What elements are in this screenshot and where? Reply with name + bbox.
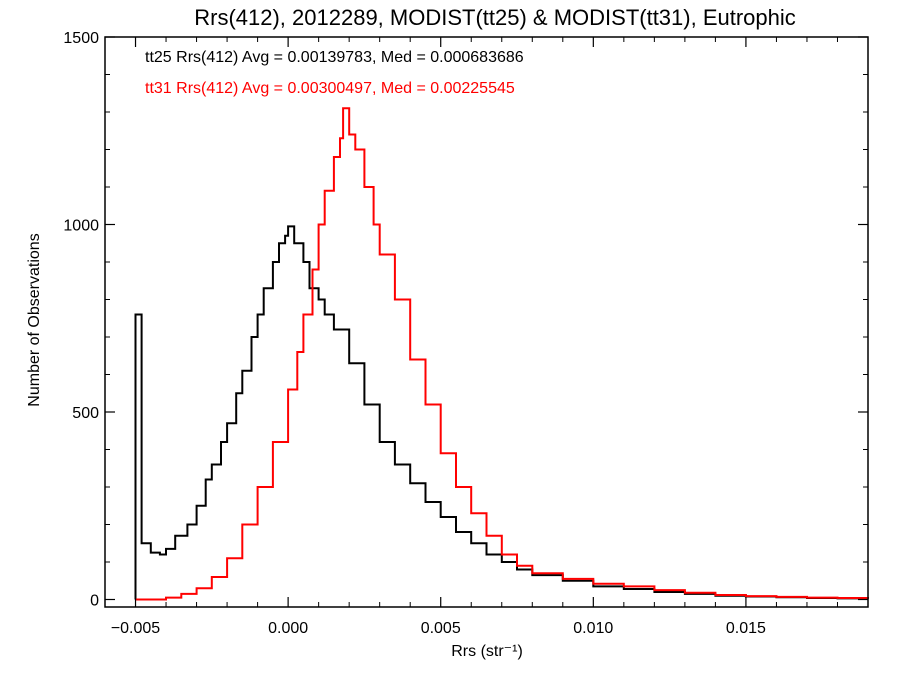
x-tick-label: 0.000: [268, 620, 308, 637]
annotation-tt31: tt31 Rrs(412) Avg = 0.00300497, Med = 0.…: [145, 80, 515, 97]
y-axis: 0 500 1000 1500: [63, 30, 868, 610]
x-tick-label: 0.015: [726, 620, 766, 637]
series-line-2: [135, 107, 869, 601]
x-tick-label: 0.010: [573, 620, 613, 637]
chart-title: Rrs(412), 2012289, MODIST(tt25) & MODIST…: [194, 5, 796, 30]
plot-frame: [104, 36, 869, 608]
y-tick-label: 500: [72, 405, 99, 422]
series-layer: [134, 107, 869, 601]
y-tick-label: 1500: [63, 30, 99, 47]
y-axis-label: Number of Observations: [26, 233, 43, 406]
y-tick-label: 0: [90, 593, 99, 610]
x-tick-label: −0.005: [111, 620, 160, 637]
y-tick-label: 1000: [63, 218, 99, 235]
x-axis-label: Rrs (str⁻¹): [451, 643, 523, 660]
annotation-tt25: tt25 Rrs(412) Avg = 0.00139783, Med = 0.…: [145, 49, 524, 66]
x-axis: −0.005 0.000 0.005 0.010 0.015: [104, 37, 869, 637]
x-tick-label: 0.005: [421, 620, 461, 637]
